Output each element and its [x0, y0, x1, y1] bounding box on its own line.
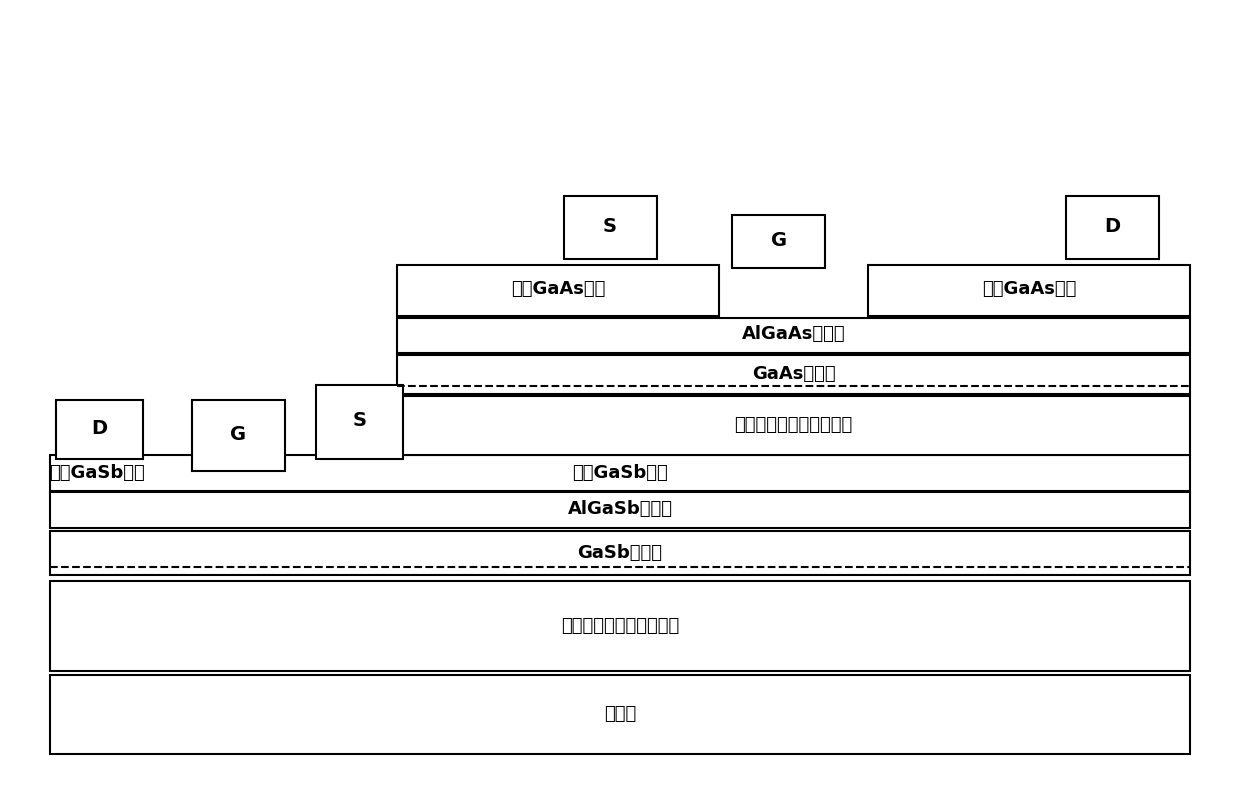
Text: AlGaAs势垒层: AlGaAs势垒层: [742, 326, 846, 343]
Text: 第一多层晶格应变缓冲层: 第一多层晶格应变缓冲层: [560, 617, 680, 634]
Text: GaAs沟道层: GaAs沟道层: [751, 365, 836, 382]
Bar: [397, 265, 719, 316]
Bar: [732, 215, 825, 268]
Bar: [50, 531, 1190, 575]
Text: 第二GaAs帽层: 第二GaAs帽层: [982, 280, 1076, 298]
Text: AlGaSb势垒层: AlGaSb势垒层: [568, 500, 672, 517]
Text: D: D: [1104, 217, 1121, 236]
Text: S: S: [352, 411, 367, 430]
Text: 第二GaSb帽层: 第二GaSb帽层: [572, 464, 668, 481]
Bar: [50, 492, 1190, 528]
Bar: [50, 455, 1190, 491]
Bar: [56, 400, 143, 459]
Text: 第一GaSb帽层: 第一GaSb帽层: [50, 464, 145, 481]
Bar: [397, 318, 1190, 353]
Bar: [50, 675, 1190, 754]
Bar: [397, 355, 1190, 394]
Bar: [1066, 196, 1159, 259]
Text: D: D: [91, 419, 108, 438]
Bar: [50, 581, 1190, 671]
Text: S: S: [603, 217, 618, 236]
Text: 第一GaAs帽层: 第一GaAs帽层: [511, 280, 605, 298]
Bar: [397, 396, 1190, 455]
Bar: [192, 400, 285, 471]
Text: G: G: [229, 425, 247, 444]
Text: 第二多层晶格应变缓冲层: 第二多层晶格应变缓冲层: [734, 417, 853, 434]
Text: G: G: [770, 232, 787, 250]
Bar: [868, 265, 1190, 316]
Bar: [316, 385, 403, 459]
Text: 硅衬底: 硅衬底: [604, 706, 636, 723]
Bar: [564, 196, 657, 259]
Text: GaSb沟道层: GaSb沟道层: [578, 544, 662, 561]
